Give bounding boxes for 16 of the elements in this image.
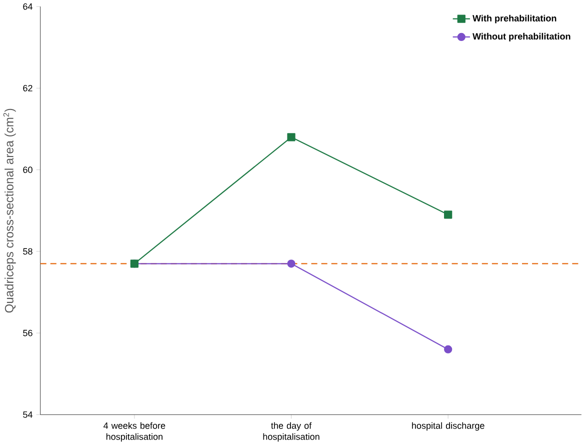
x-tick-label: the day of hospitalisation — [263, 422, 320, 442]
y-tick-label: 60 — [23, 166, 32, 173]
legend-label: With prehabilitation — [472, 14, 556, 24]
point — [444, 345, 452, 354]
point — [287, 133, 296, 142]
x-tick-label: 4 weeks before hospitalisation — [104, 422, 166, 442]
point — [287, 260, 296, 268]
y-tick-label: 58 — [23, 248, 32, 255]
y-tick-label: 54 — [23, 411, 32, 418]
y-tick-label: 64 — [23, 3, 32, 10]
x-tick-label: hospital discharge — [412, 422, 484, 431]
point — [444, 210, 452, 219]
y-tick-label: 62 — [23, 84, 32, 92]
y-axis-title: Quadriceps cross-sectional area (cm$^{2}$) — [3, 108, 16, 313]
legend-label: Without prehabilitation — [472, 32, 570, 42]
y-tick-label: 56 — [23, 330, 32, 336]
